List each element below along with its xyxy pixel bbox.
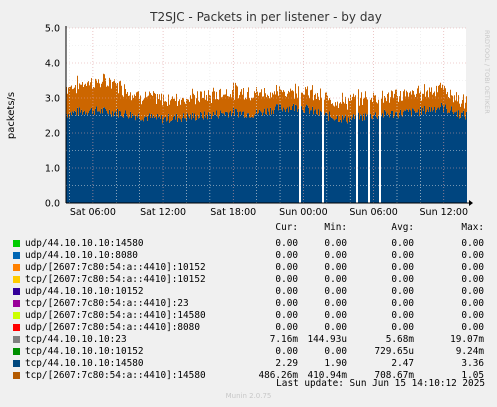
y-tick-label: 1.0 (45, 164, 60, 175)
y-tick-label: 0.0 (45, 199, 60, 210)
series-area-tcp-44-10-10-10-14580 (66, 102, 467, 203)
x-tick-label: Sat 12:00 (140, 207, 186, 218)
x-tick-label: Sat 18:00 (210, 207, 256, 218)
y-tick-label: 2.0 (45, 129, 60, 140)
y-tick-label: 3.0 (45, 94, 60, 105)
y-tick-label: 5.0 (45, 24, 60, 35)
rrdtool-watermark: RRDTOOL / TOBI OETIKER (483, 30, 491, 114)
y-tick-label: 4.0 (45, 59, 60, 70)
last-update: Last update: Sun Jun 15 14:10:12 2025 (276, 378, 485, 389)
munin-version: Munin 2.0.75 (225, 392, 272, 400)
x-tick-label: Sat 06:00 (70, 207, 116, 218)
y-axis-label: packets/s (6, 92, 17, 139)
x-tick-label: Sun 12:00 (420, 207, 468, 218)
series-area-tcp-ipv6-14580 (66, 73, 467, 124)
x-tick-label: Sun 06:00 (349, 207, 397, 218)
chart-title: T2SJC - Packets in per listener - by day (149, 10, 382, 24)
x-tick-label: Sun 00:00 (279, 207, 327, 218)
x-axis-arrow (469, 200, 473, 206)
